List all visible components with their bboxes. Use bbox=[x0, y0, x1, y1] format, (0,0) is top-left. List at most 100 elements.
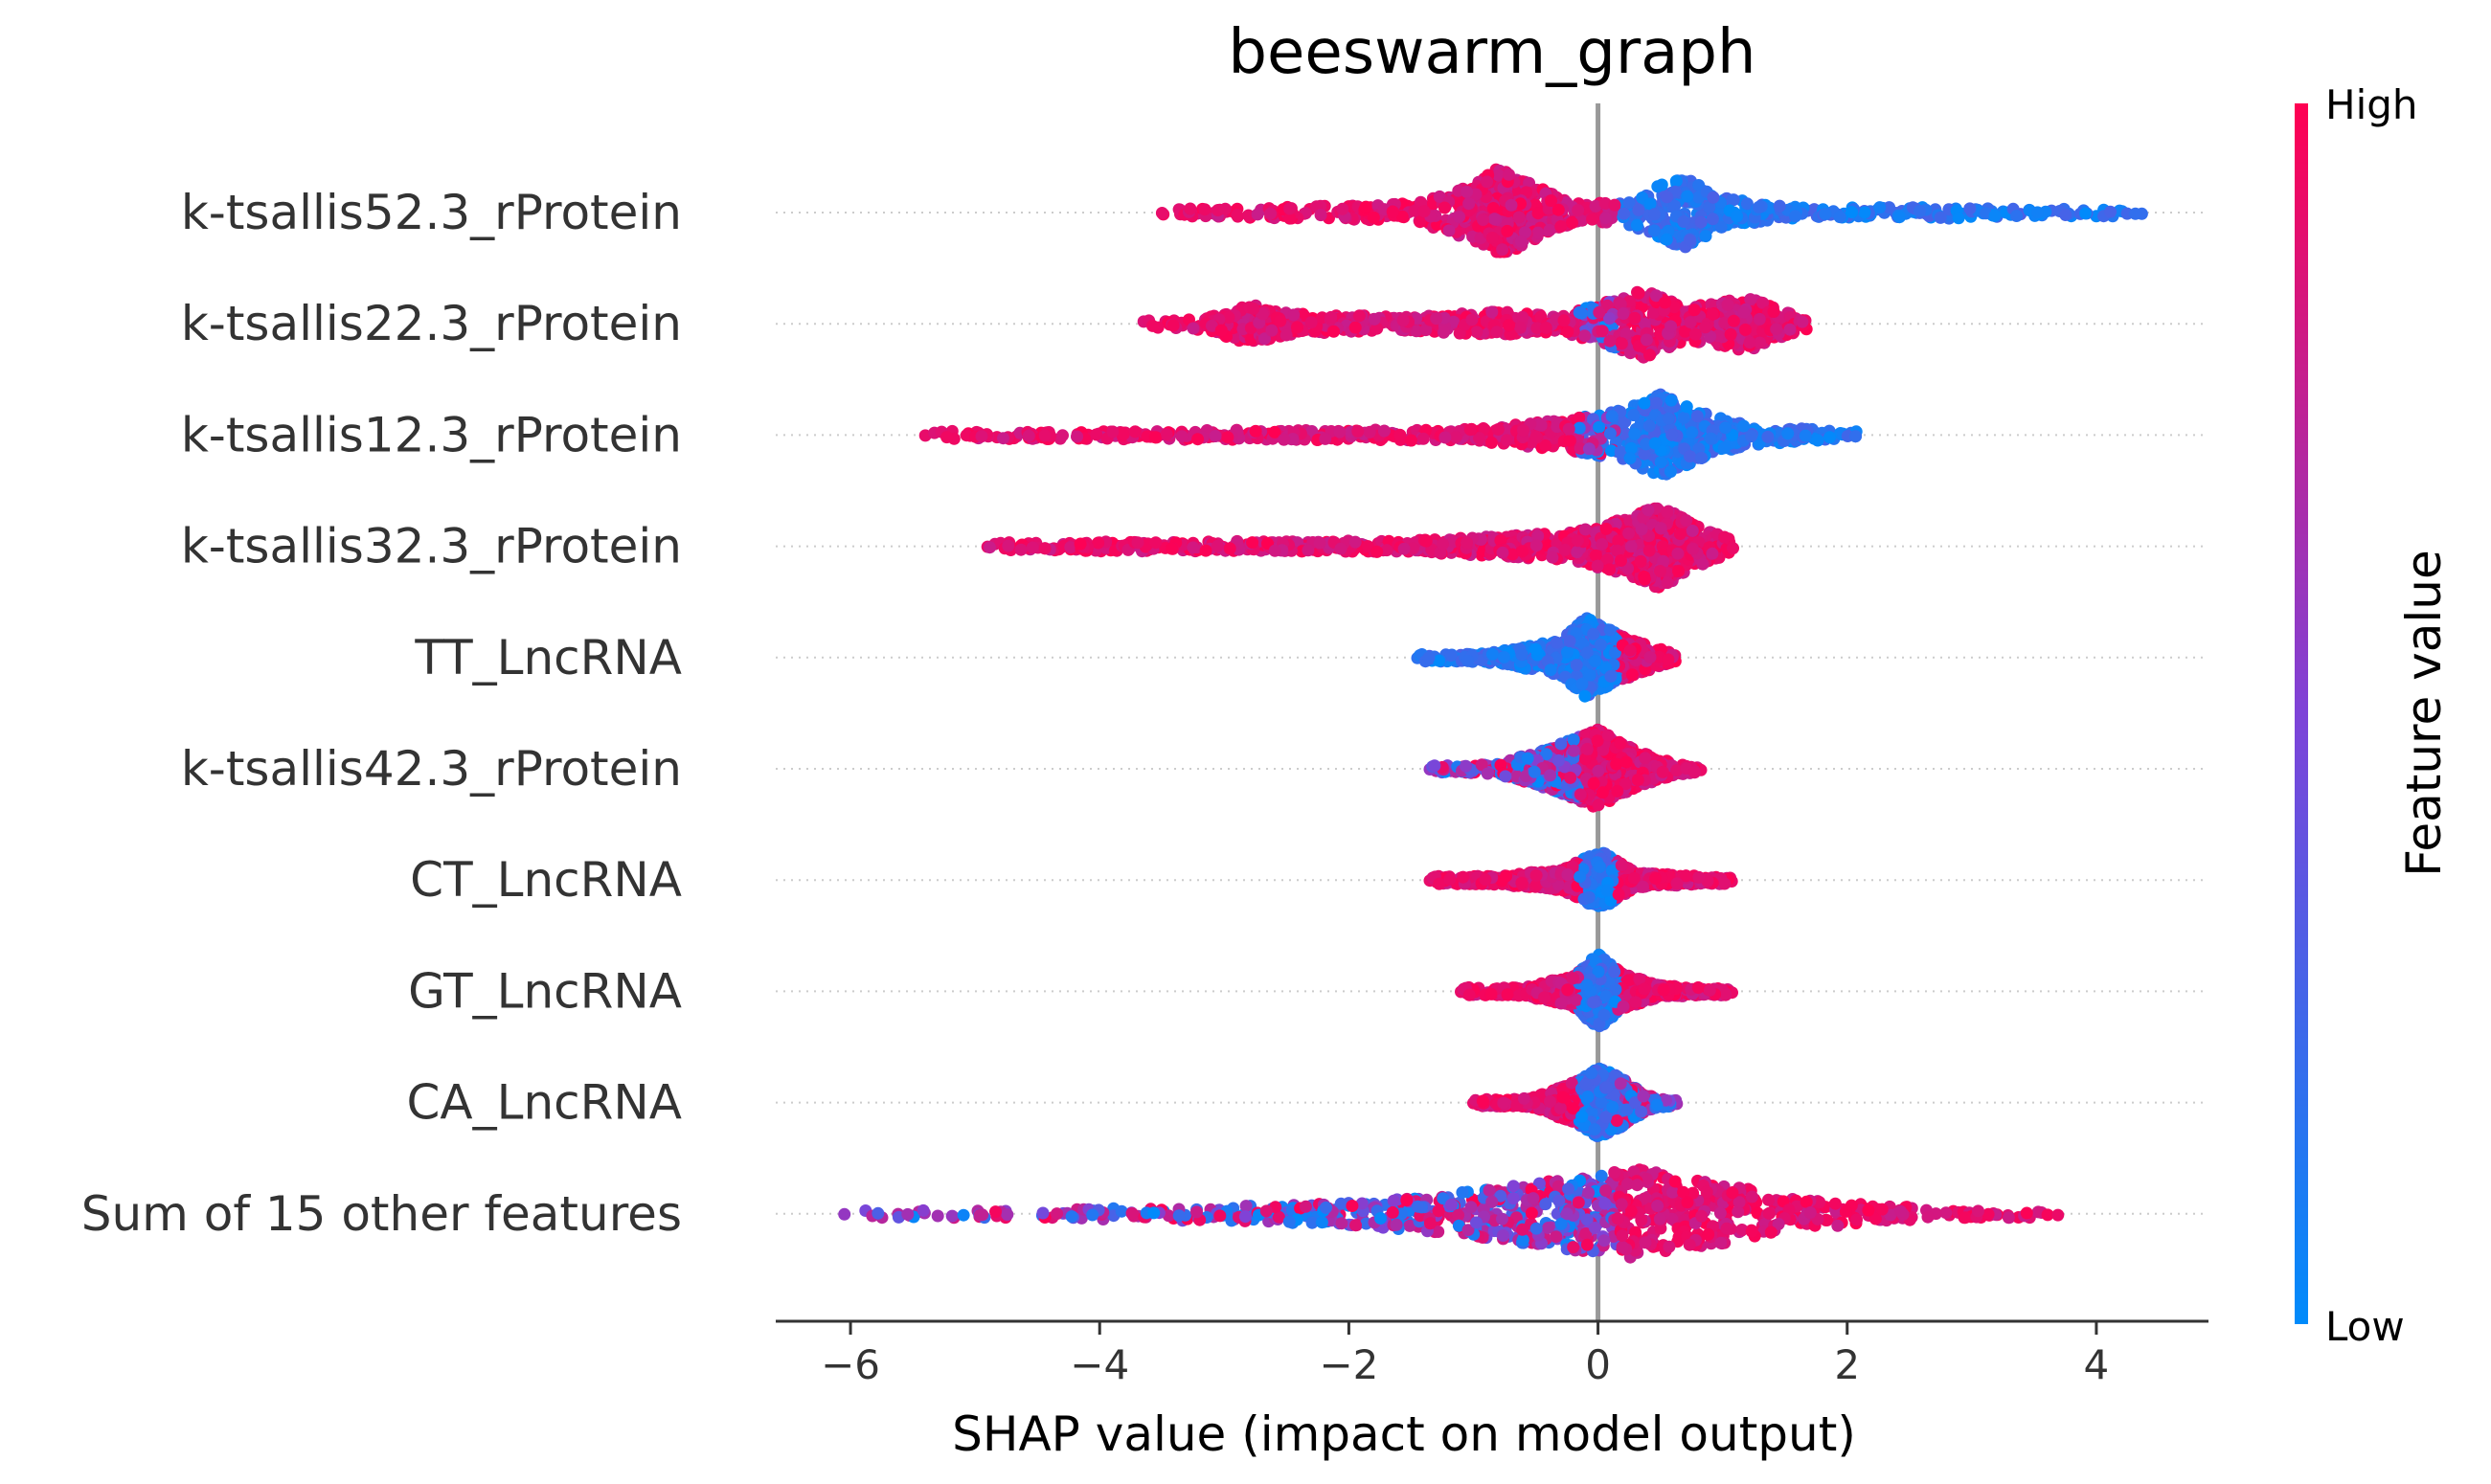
swarm-point bbox=[1501, 224, 1514, 237]
feature-swarm bbox=[1155, 163, 2148, 259]
swarm-point bbox=[1442, 224, 1456, 237]
swarm-point bbox=[1770, 323, 1783, 336]
swarm-point bbox=[1496, 546, 1509, 559]
swarm-point bbox=[1539, 321, 1552, 334]
swarm-point bbox=[1438, 201, 1451, 214]
swarm-point bbox=[1022, 429, 1035, 442]
swarm-point bbox=[1268, 544, 1281, 557]
swarm-point bbox=[1481, 175, 1494, 189]
swarm-point bbox=[1677, 411, 1690, 424]
swarm-point bbox=[1386, 205, 1399, 218]
swarm-point bbox=[1761, 430, 1775, 443]
swarm-point bbox=[1516, 545, 1529, 558]
swarm-point bbox=[1638, 573, 1651, 586]
swarm-point bbox=[1333, 425, 1347, 438]
swarm-point bbox=[1319, 432, 1332, 445]
swarm-point bbox=[1654, 565, 1666, 577]
swarm-point bbox=[1477, 214, 1489, 226]
swarm-point bbox=[1706, 547, 1719, 560]
swarm-point bbox=[1512, 211, 1526, 224]
swarm-point bbox=[1754, 336, 1767, 349]
swarm-point bbox=[1687, 542, 1700, 555]
swarm-point bbox=[1673, 528, 1687, 540]
swarm-point bbox=[1624, 441, 1638, 455]
swarm-point bbox=[1823, 431, 1836, 444]
swarm-point bbox=[1486, 202, 1500, 214]
swarm-point bbox=[1562, 422, 1575, 436]
swarm-point bbox=[1484, 436, 1498, 449]
swarm-point bbox=[1624, 540, 1638, 553]
swarm-point bbox=[1463, 423, 1477, 437]
swarm-point bbox=[1191, 433, 1205, 446]
swarm-point bbox=[1561, 326, 1574, 339]
swarm-point bbox=[1558, 543, 1572, 556]
swarm-point bbox=[1251, 208, 1264, 221]
swarm-point bbox=[1313, 536, 1326, 550]
swarm-point bbox=[1470, 326, 1483, 339]
swarm-point bbox=[1680, 400, 1693, 414]
swarm-point bbox=[1570, 659, 1583, 672]
swarm-point bbox=[1505, 198, 1518, 212]
swarm-point bbox=[1368, 312, 1381, 326]
swarm-point bbox=[1640, 438, 1653, 451]
swarm-point bbox=[1661, 506, 1674, 519]
swarm-point bbox=[1531, 226, 1545, 239]
swarm-point bbox=[1370, 545, 1384, 558]
swarm-point bbox=[1056, 429, 1069, 442]
swarm-point bbox=[1686, 426, 1699, 439]
swarm-point bbox=[1622, 527, 1636, 540]
swarm-point bbox=[1638, 317, 1651, 330]
swarm-point bbox=[1572, 534, 1584, 548]
swarm-point bbox=[2059, 209, 2072, 221]
swarm-point bbox=[1587, 627, 1600, 641]
swarm-point bbox=[1026, 541, 1039, 554]
swarm-point bbox=[1352, 309, 1366, 323]
swarm-point bbox=[1684, 450, 1696, 463]
swarm-point bbox=[1668, 199, 1682, 213]
swarm-point bbox=[1647, 224, 1661, 237]
swarm-point bbox=[1517, 424, 1529, 438]
swarm-point bbox=[1258, 332, 1271, 346]
swarm-point bbox=[1503, 168, 1515, 181]
swarm-point bbox=[1327, 325, 1341, 338]
swarm-point bbox=[1090, 428, 1103, 441]
swarm-point bbox=[1550, 636, 1563, 649]
swarm-point bbox=[1433, 190, 1446, 203]
swarm-point bbox=[1211, 539, 1224, 552]
swarm-point bbox=[1184, 202, 1197, 215]
swarm-point bbox=[1873, 201, 1887, 214]
swarm-point bbox=[1582, 442, 1596, 456]
swarm-point bbox=[1643, 349, 1656, 362]
swarm-point bbox=[1496, 243, 1509, 257]
swarm-point bbox=[1703, 201, 1716, 214]
swarm-point bbox=[1661, 191, 1673, 204]
swarm-point bbox=[1264, 207, 1277, 220]
swarm-point bbox=[1545, 194, 1557, 208]
swarm-point bbox=[1543, 223, 1556, 236]
swarm-point bbox=[1694, 215, 1708, 229]
swarm-point bbox=[1175, 430, 1189, 443]
swarm-point bbox=[2079, 207, 2093, 220]
swarm-point bbox=[1593, 305, 1606, 319]
swarm-point bbox=[1783, 323, 1797, 336]
swarm-point bbox=[940, 431, 954, 444]
swarm-point bbox=[1291, 321, 1303, 334]
swarm-point bbox=[1661, 576, 1674, 590]
swarm-point bbox=[1462, 197, 1476, 211]
swarm-point bbox=[1819, 208, 1832, 220]
swarm-point bbox=[1883, 201, 1896, 214]
swarm-point bbox=[1642, 504, 1655, 517]
swarm-point bbox=[1638, 396, 1651, 410]
swarm-point bbox=[1603, 334, 1617, 348]
swarm-point bbox=[1632, 203, 1645, 216]
swarm-point bbox=[1539, 438, 1552, 452]
swarm-point bbox=[1449, 431, 1462, 444]
swarm-point bbox=[1667, 301, 1681, 314]
swarm-point bbox=[1589, 549, 1602, 562]
swarm-point bbox=[1074, 537, 1087, 551]
swarm-point bbox=[1669, 174, 1683, 188]
swarm-point bbox=[1155, 207, 1168, 219]
swarm-point bbox=[1680, 514, 1693, 528]
swarm-point bbox=[1246, 536, 1259, 550]
swarm-point bbox=[1485, 232, 1499, 244]
